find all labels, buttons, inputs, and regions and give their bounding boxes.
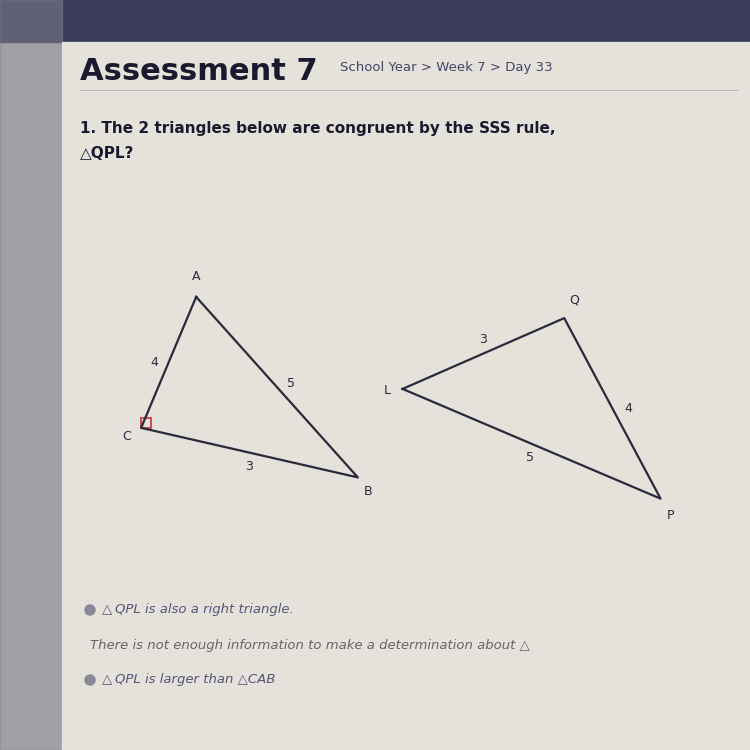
Text: C: C <box>123 430 131 442</box>
Text: P: P <box>667 509 674 522</box>
Text: L: L <box>383 385 391 398</box>
Text: △: △ <box>102 604 112 616</box>
Text: QPL is also a right triangle.: QPL is also a right triangle. <box>115 604 294 616</box>
Text: △: △ <box>102 674 112 686</box>
Bar <box>0 0 750 42</box>
Text: △QPL?: △QPL? <box>80 146 134 161</box>
Text: 5: 5 <box>287 376 295 390</box>
Text: Assessment 7: Assessment 7 <box>80 58 318 86</box>
Text: There is not enough information to make a determination about △: There is not enough information to make … <box>90 638 530 652</box>
Text: B: B <box>364 485 372 499</box>
Text: 3: 3 <box>245 460 254 473</box>
Text: Q: Q <box>569 293 579 306</box>
Circle shape <box>85 675 95 685</box>
Text: 4: 4 <box>625 402 632 415</box>
Text: School Year > Week 7 > Day 33: School Year > Week 7 > Day 33 <box>340 62 553 74</box>
Text: 1. The 2 triangles below are congruent by the SSS rule,: 1. The 2 triangles below are congruent b… <box>80 121 556 136</box>
Text: 4: 4 <box>151 356 158 369</box>
Text: 5: 5 <box>526 452 533 464</box>
Text: QPL is larger than △CAB: QPL is larger than △CAB <box>115 674 275 686</box>
Circle shape <box>85 605 95 615</box>
Bar <box>141 418 151 428</box>
Text: 3: 3 <box>479 333 488 346</box>
Bar <box>0 0 62 750</box>
Text: A: A <box>192 270 200 283</box>
